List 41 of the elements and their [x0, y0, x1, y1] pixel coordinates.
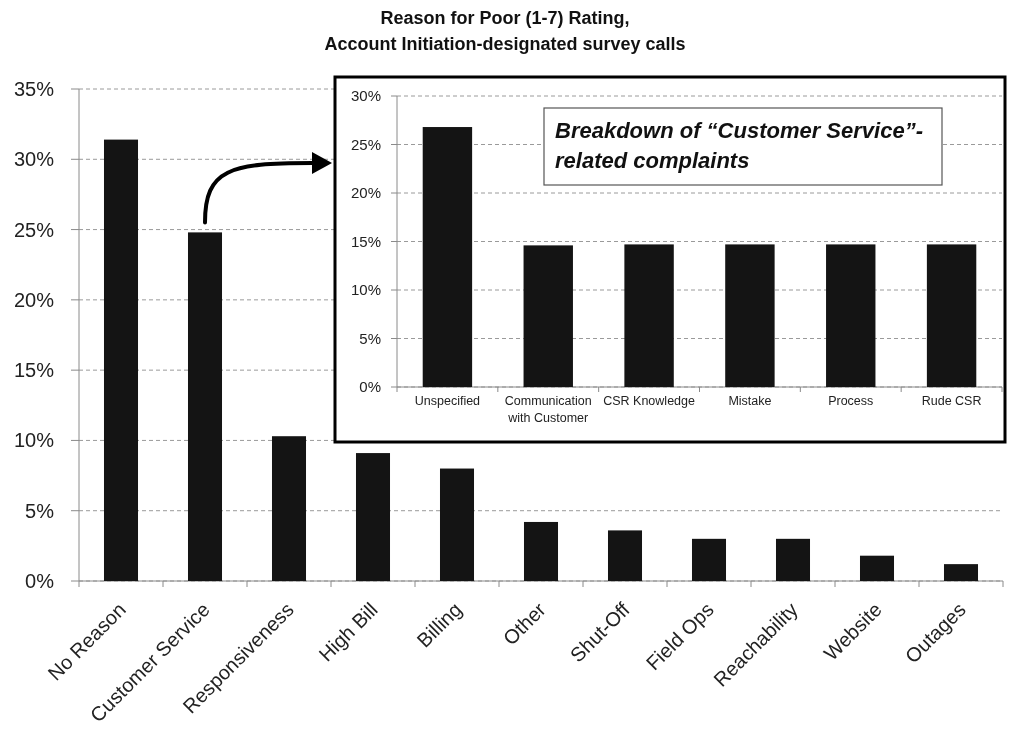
y-tick-label: 20%: [13, 288, 55, 311]
x-tick-label: Process: [828, 394, 874, 408]
bar: [943, 564, 979, 581]
bar: [725, 244, 775, 387]
x-tick-label: Unspecified: [414, 394, 481, 408]
bar: [691, 538, 727, 581]
y-tick-label: 30%: [13, 148, 55, 171]
bar: [355, 453, 391, 581]
y-tick-label: 30%: [350, 87, 381, 105]
bar: [271, 436, 307, 581]
y-tick-label: 10%: [13, 429, 55, 452]
x-tick-label: Mistake: [728, 394, 772, 408]
x-tick-label: Communication with Customer: [504, 394, 592, 425]
bar: [926, 244, 977, 387]
bar: [775, 538, 811, 581]
bar: [624, 244, 674, 387]
y-tick-label: 20%: [350, 184, 381, 202]
bar: [826, 244, 876, 387]
y-tick-label: 25%: [13, 218, 55, 241]
chart-title: Reason for Poor (1-7) Rating, Account Initiation-designated survey calls: [324, 8, 686, 54]
y-tick-label: 5%: [25, 499, 55, 522]
x-tick-label: CSR Knowledge: [603, 394, 695, 408]
bar: [439, 468, 475, 581]
x-tick-label: Rude CSR: [921, 394, 982, 408]
y-tick-label: 5%: [359, 329, 381, 347]
bar: [523, 245, 573, 387]
y-tick-label: 0%: [359, 378, 381, 396]
text: Breakdown of “Customer Service”-related complaints: [555, 118, 923, 173]
bar: [103, 139, 139, 581]
bar: [859, 555, 895, 581]
y-tick-label: 0%: [25, 570, 55, 592]
x-tick-label: High Bill: [314, 598, 382, 666]
y-tick-label: 15%: [350, 232, 381, 250]
bar: [607, 530, 643, 581]
y-tick-label: 10%: [350, 281, 381, 299]
bar: [187, 232, 223, 581]
bar: [523, 521, 559, 581]
y-tick-label: 25%: [350, 135, 381, 153]
y-tick-label: 35%: [13, 78, 55, 100]
y-tick-label: 15%: [13, 359, 55, 382]
bar: [422, 127, 473, 387]
